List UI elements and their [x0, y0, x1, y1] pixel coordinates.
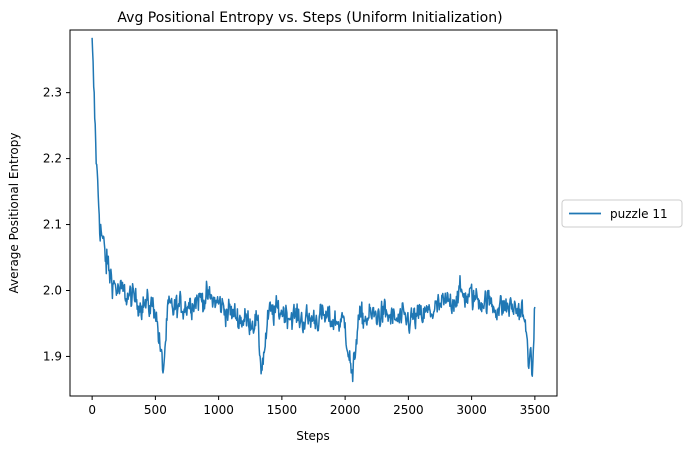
legend-frame	[561, 199, 683, 228]
legend: puzzle 11	[561, 199, 683, 228]
chart-title: Avg Positional Entropy vs. Steps (Unifor…	[117, 10, 502, 26]
y-axis: 1.9 2.0 2.1 2.2 2.3	[43, 86, 70, 363]
y-tick-label: 1.9	[43, 349, 62, 363]
x-tick-label: 3500	[520, 403, 551, 417]
x-tick-label: 0	[88, 403, 96, 417]
x-tick-label: 500	[144, 403, 167, 417]
y-tick-label: 2.3	[43, 86, 62, 100]
y-tick-label: 2.0	[43, 283, 62, 297]
axes-frame	[69, 29, 558, 397]
legend-label: puzzle 11	[610, 207, 668, 221]
x-tick-label: 1000	[203, 403, 234, 417]
series-line-puzzle-11	[91, 37, 536, 383]
y-tick-label: 2.2	[43, 152, 62, 166]
x-axis: 0 500 1000 1500 2000 2500 3000 3500	[88, 396, 550, 417]
y-axis-title: Average Positional Entropy	[7, 133, 21, 294]
x-axis-title: Steps	[296, 429, 330, 443]
x-tick-label: 2500	[393, 403, 424, 417]
plot-area	[91, 37, 536, 383]
x-tick-label: 3000	[456, 403, 487, 417]
y-tick-label: 2.1	[43, 218, 62, 232]
x-tick-label: 2000	[330, 403, 361, 417]
x-tick-label: 1500	[267, 403, 298, 417]
